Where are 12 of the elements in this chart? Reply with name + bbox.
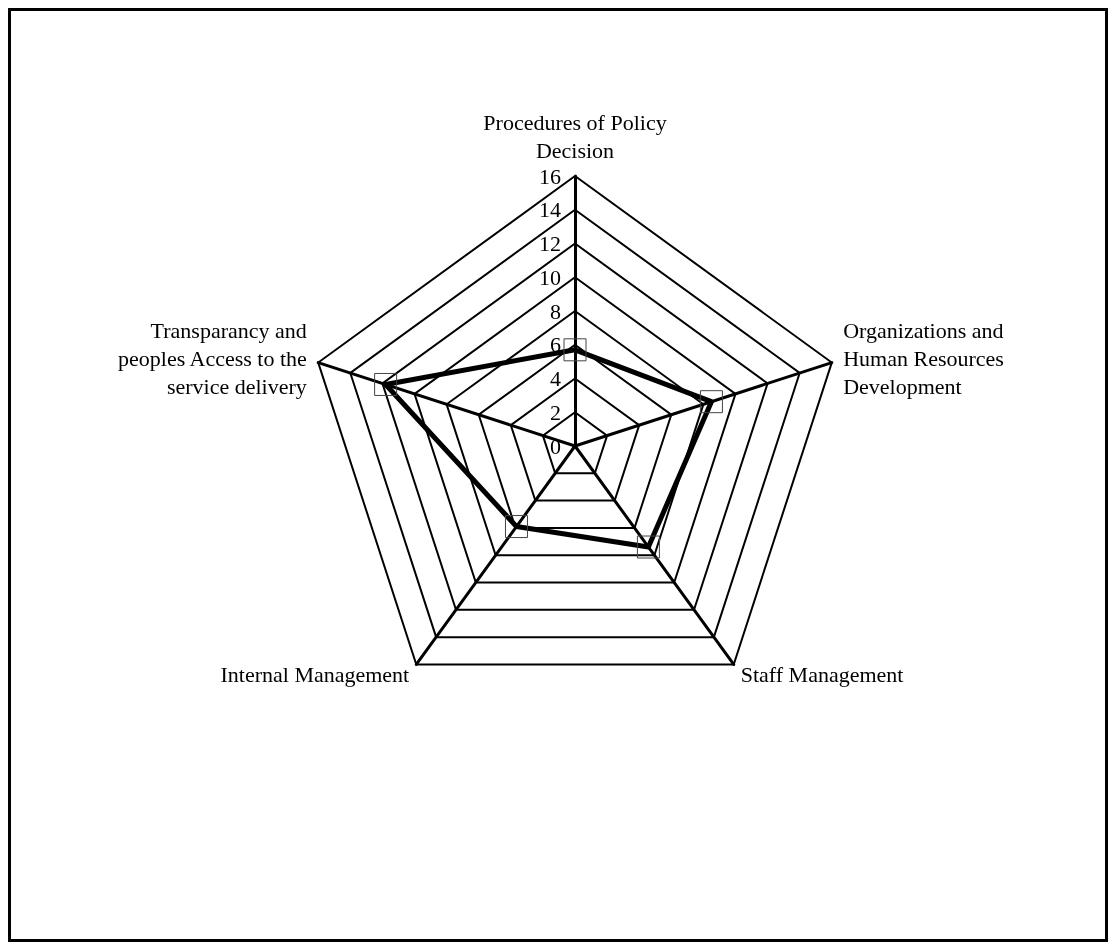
spoke-label: Organizations and Human Resources Development xyxy=(843,318,1004,400)
spoke-label: Internal Management xyxy=(220,661,410,687)
y-tick-label: 10 xyxy=(539,264,561,290)
y-tick-label: 14 xyxy=(539,197,561,223)
y-tick-label: 2 xyxy=(550,399,561,425)
spoke-label: Staff Management xyxy=(740,661,904,687)
y-tick-label: 12 xyxy=(539,231,561,256)
spoke-label: Transparancy and peoples Access to the service delivery xyxy=(118,318,307,400)
spoke-label: Procedures of Policy Decision xyxy=(483,109,667,163)
y-tick-label: 16 xyxy=(539,163,561,189)
y-tick-label: 8 xyxy=(550,298,561,324)
y-tick-label: 4 xyxy=(550,366,561,391)
